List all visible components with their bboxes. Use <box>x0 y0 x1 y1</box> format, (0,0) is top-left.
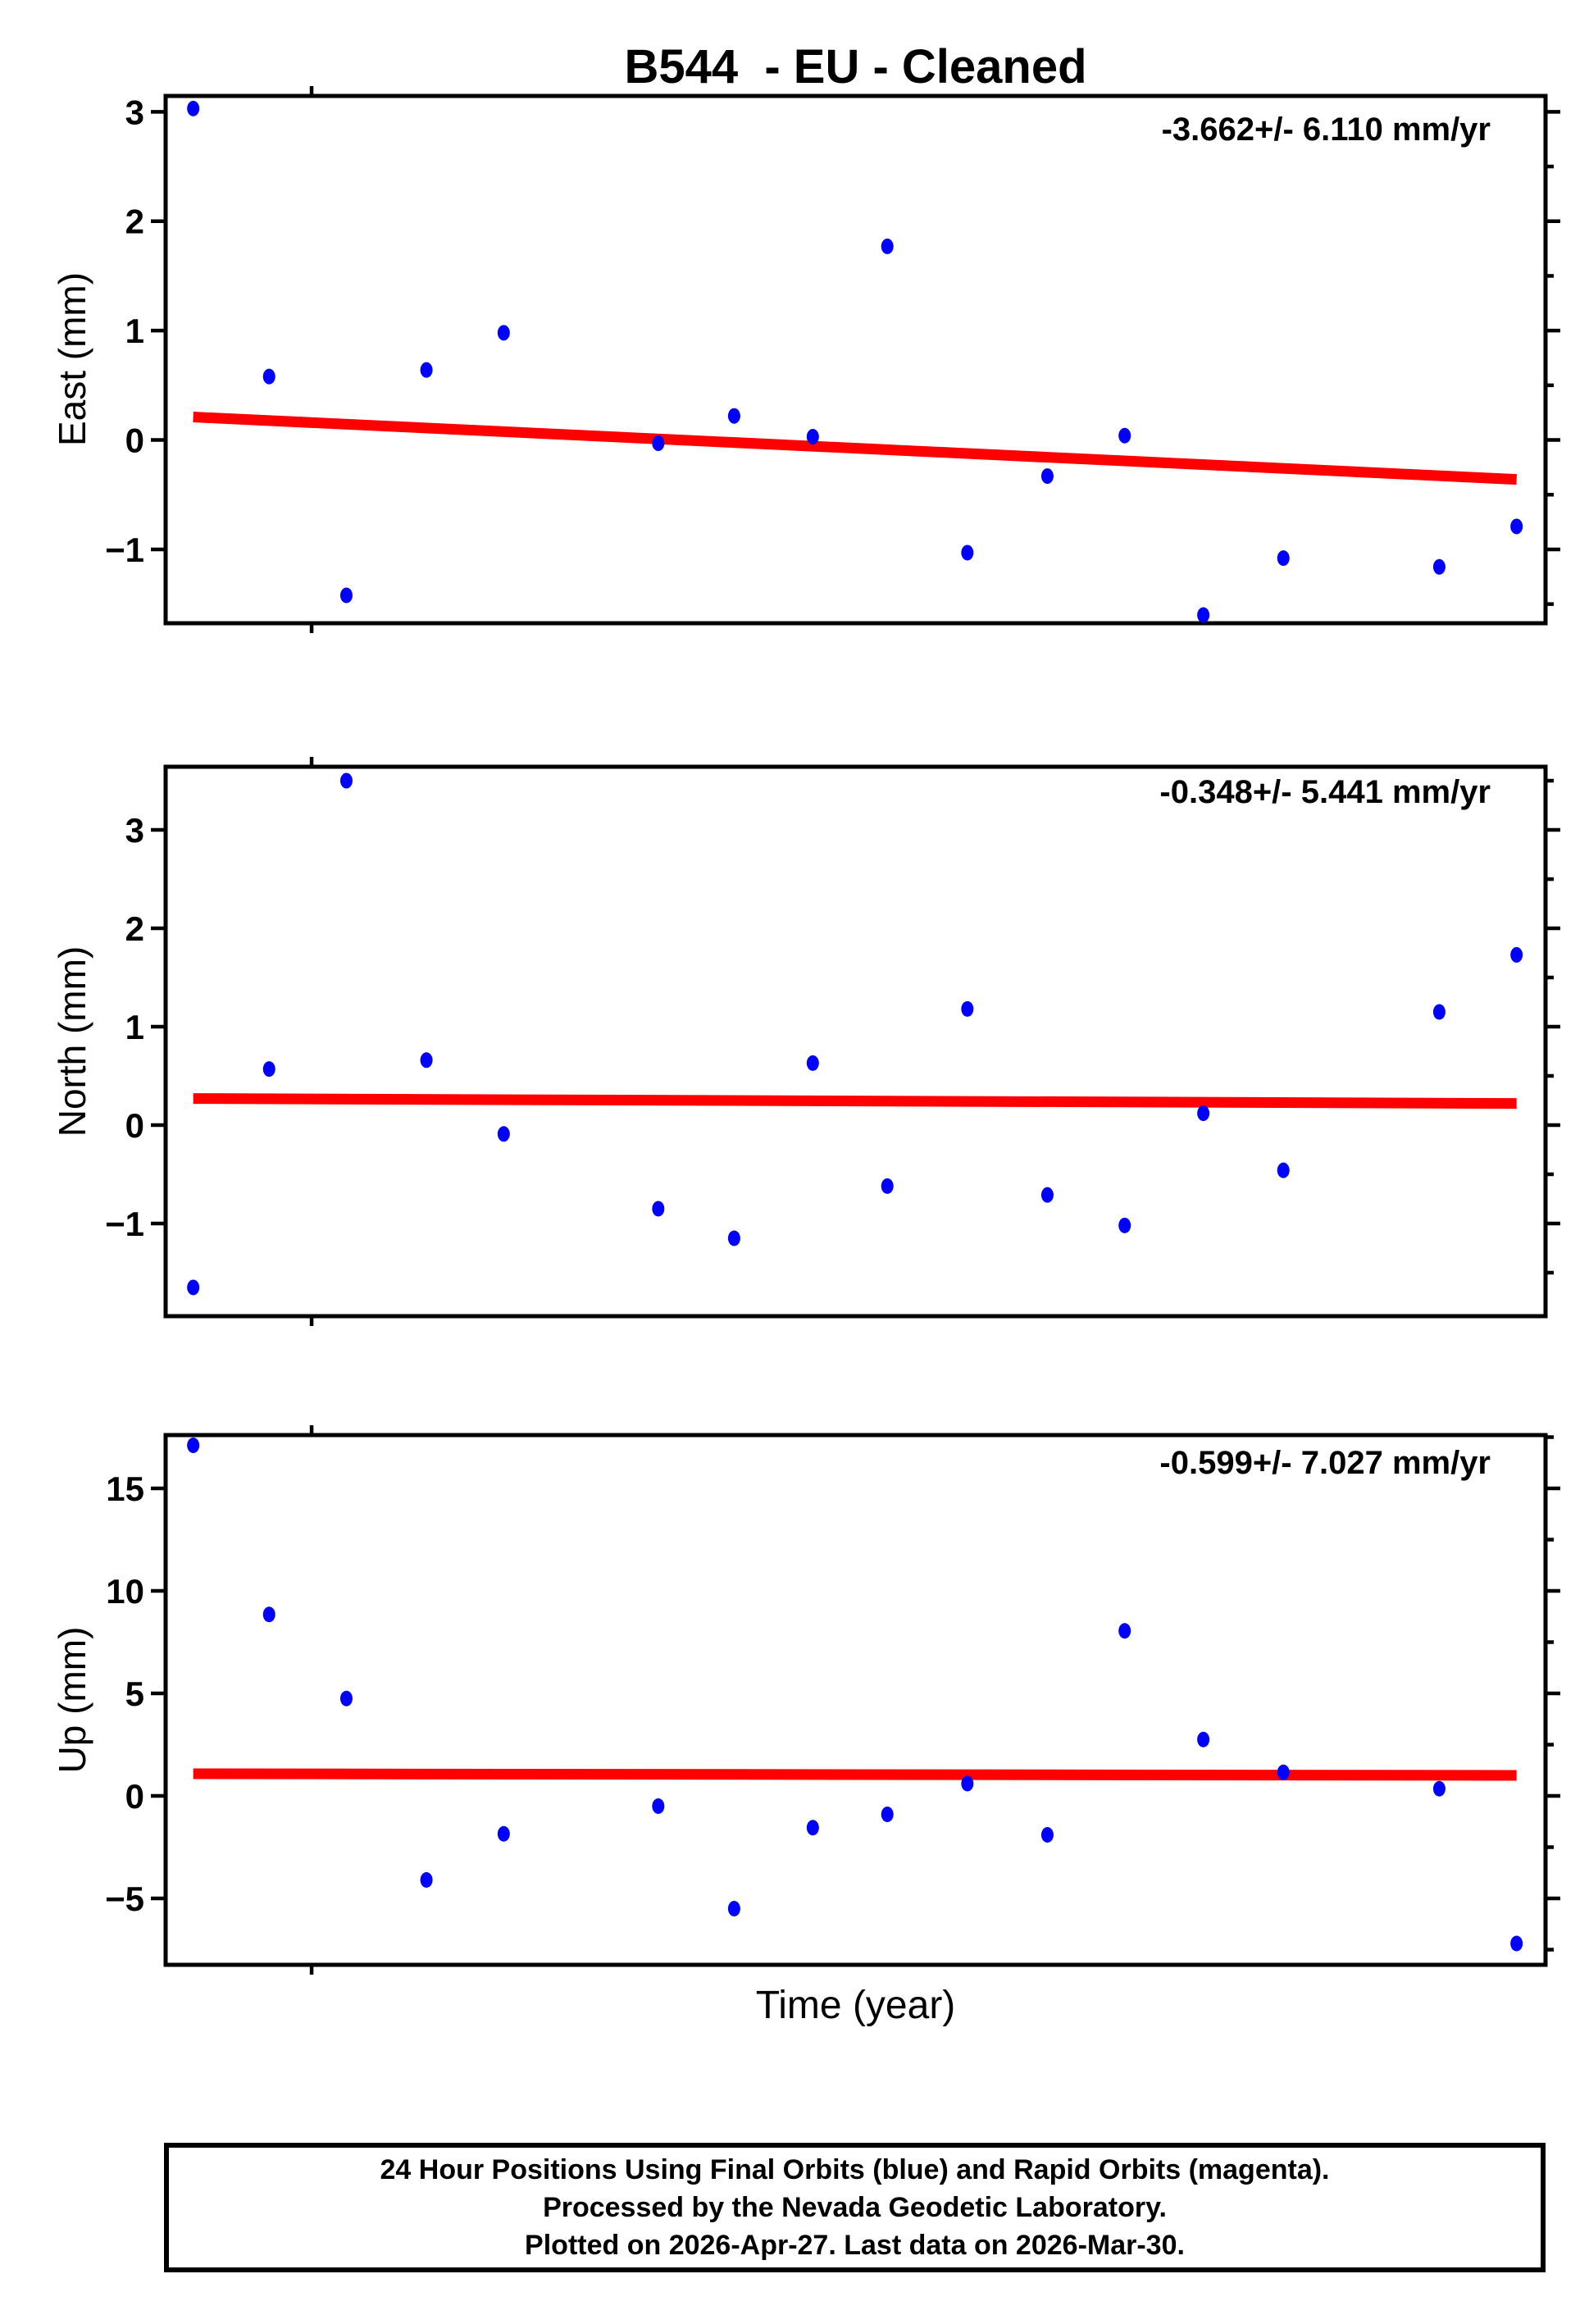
north-data-point <box>1432 1004 1446 1020</box>
caption-box: 24 Hour Positions Using Final Orbits (bl… <box>164 2143 1546 2272</box>
east-data-point <box>1040 468 1054 485</box>
up-data-point <box>727 1901 740 1916</box>
north-y-tick-label: −1 <box>105 1205 144 1243</box>
north-data-point <box>1277 1162 1290 1178</box>
east-panel-frame <box>163 93 1548 626</box>
up-data-point <box>652 1798 665 1814</box>
east-data-point <box>187 100 200 116</box>
time-axis-label: Time (year) <box>755 1984 956 2027</box>
north-data-point <box>497 1126 510 1142</box>
north-y-tick-label: 0 <box>125 1106 144 1145</box>
east-y-tick-label: 2 <box>125 203 144 241</box>
up-trend-annotation: -0.599+/- 7.027 mm/yr <box>1159 1445 1491 1481</box>
north-y-tick-label: 1 <box>125 1008 144 1046</box>
up-data-point <box>1432 1780 1446 1797</box>
east-data-point <box>961 545 974 561</box>
north-data-point <box>420 1052 433 1069</box>
north-trend-annotation: -0.348+/- 5.441 mm/yr <box>1159 774 1491 810</box>
east-data-point <box>420 362 433 378</box>
north-y-tick-label: 3 <box>125 811 144 850</box>
east-y-tick-label: 0 <box>125 422 144 460</box>
east-data-point <box>727 408 740 424</box>
east-data-point <box>881 238 894 254</box>
up-data-point <box>1510 1935 1523 1952</box>
east-axis-label-text: East (mm) <box>51 271 93 447</box>
page-title: B544 - EU - Cleaned <box>624 40 1087 93</box>
east-y-tick-label: 1 <box>125 312 144 350</box>
up-data-point <box>187 1438 200 1453</box>
east-data-point <box>1432 558 1446 575</box>
north-data-point <box>339 772 353 789</box>
caption-line-3: Plotted on 2026-Apr-27. Last data on 202… <box>525 2230 1185 2261</box>
up-data-point <box>262 1606 275 1623</box>
caption-line-2: Processed by the Nevada Geodetic Laborat… <box>543 2192 1167 2223</box>
north-panel-frame <box>163 764 1548 1319</box>
up-data-point <box>1197 1731 1210 1748</box>
east-y-tick-label: −1 <box>105 531 144 569</box>
up-trend-line <box>193 1768 1517 1781</box>
up-data-point <box>881 1807 894 1822</box>
east-trend-annotation: -3.662+/- 6.110 mm/yr <box>1161 112 1491 148</box>
up-y-tick-label: −5 <box>105 1880 144 1918</box>
east-data-point <box>497 325 510 341</box>
up-data-point <box>339 1690 353 1707</box>
north-axis-label-text: North (mm) <box>51 946 93 1137</box>
north-data-point <box>262 1061 275 1078</box>
up-data-point <box>497 1825 510 1842</box>
up-data-point <box>806 1820 819 1836</box>
east-data-point <box>1197 607 1210 623</box>
north-data-point <box>806 1055 819 1071</box>
east-y-tick-label: 3 <box>125 93 144 131</box>
north-y-tick-label: 2 <box>125 909 144 948</box>
up-axis-label-text: Up (mm) <box>51 1626 93 1774</box>
up-panel-frame <box>163 1433 1548 1967</box>
up-y-tick-label: 15 <box>106 1470 144 1508</box>
up-data-point <box>1040 1827 1054 1843</box>
caption-line-1: 24 Hour Positions Using Final Orbits (bl… <box>380 2154 1330 2185</box>
up-y-tick-label: 10 <box>106 1572 144 1611</box>
north-data-point <box>961 1000 974 1017</box>
east-data-point <box>652 435 665 452</box>
up-data-point <box>1118 1623 1131 1639</box>
east-data-point <box>806 429 819 445</box>
up-y-tick-label: 5 <box>125 1675 144 1713</box>
east-data-point <box>1277 550 1290 567</box>
up-data-point <box>961 1775 974 1792</box>
up-data-point <box>420 1872 433 1888</box>
east-trend-line <box>193 412 1517 485</box>
east-data-point <box>262 368 275 385</box>
north-data-point <box>1118 1217 1131 1233</box>
east-data-point <box>1510 518 1523 535</box>
east-data-point <box>1118 427 1131 444</box>
east-data-point <box>339 587 353 604</box>
north-data-point <box>1040 1187 1054 1203</box>
north-trend-line <box>193 1093 1517 1110</box>
north-data-point <box>1197 1105 1210 1122</box>
up-y-tick-label: 0 <box>125 1777 144 1816</box>
north-data-point <box>727 1230 740 1246</box>
north-data-point <box>1510 946 1523 963</box>
north-data-point <box>652 1201 665 1217</box>
north-data-point <box>187 1279 200 1296</box>
north-data-point <box>881 1178 894 1194</box>
up-data-point <box>1277 1764 1290 1780</box>
